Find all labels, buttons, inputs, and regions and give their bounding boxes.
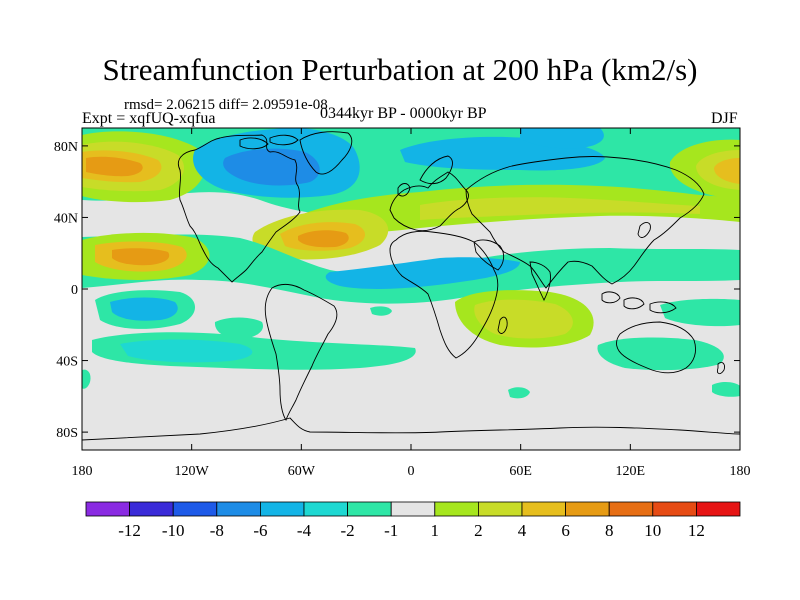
colorbar-label: -2 bbox=[341, 521, 355, 540]
y-tick-label: 0 bbox=[71, 283, 78, 298]
colorbar-swatch bbox=[434, 501, 479, 517]
contour-band-neg1 bbox=[82, 234, 740, 304]
contour-band-neg2 bbox=[120, 339, 253, 363]
coastline-south-america bbox=[264, 283, 338, 422]
contour-band-neg1 bbox=[712, 382, 740, 397]
contour-field bbox=[82, 128, 740, 399]
coastline-greenland bbox=[299, 131, 353, 175]
colorbar-label: 6 bbox=[561, 521, 570, 540]
contour-band-neg1 bbox=[82, 369, 91, 389]
contour-band-neg1 bbox=[660, 298, 740, 327]
stats-text: rmsd= 2.06215 diff= 2.09591e-08 bbox=[124, 97, 328, 113]
y-tick-label: 40S bbox=[56, 355, 78, 370]
y-tick-label: 80N bbox=[54, 140, 78, 155]
colorbar: -12 -10 -8 -6 -4 -2 -1 1 2 4 6 8 10 12 bbox=[85, 501, 741, 540]
contour-band-pos2 bbox=[420, 197, 700, 220]
colorbar-label: -8 bbox=[210, 521, 224, 540]
colorbar-label: 8 bbox=[605, 521, 614, 540]
y-tick-label: 40N bbox=[54, 211, 78, 226]
contour-band-neg4 bbox=[520, 128, 604, 149]
contour-band-pos6 bbox=[86, 156, 143, 177]
colorbar-swatch bbox=[608, 501, 654, 517]
coastline-australia bbox=[616, 321, 697, 374]
x-tick-label: 180 bbox=[72, 464, 93, 479]
y-axis: 80N 40N 0 40S 80S bbox=[54, 140, 740, 441]
colorbar-swatch bbox=[216, 501, 261, 517]
colorbar-swatch bbox=[652, 501, 697, 517]
colorbar-swatch bbox=[477, 501, 523, 517]
contour-band-neg4 bbox=[325, 257, 520, 289]
coastline-new-zealand bbox=[717, 361, 725, 375]
colorbar-label: -1 bbox=[384, 521, 398, 540]
colorbar-label: 1 bbox=[431, 521, 440, 540]
contour-band-neg1 bbox=[370, 306, 392, 316]
x-tick-label: 60W bbox=[288, 464, 316, 479]
colorbar-swatch bbox=[172, 501, 218, 517]
coastline-india bbox=[529, 261, 551, 302]
period-label: 0344kyr BP - 0000kyr BP bbox=[320, 105, 487, 122]
colorbar-swatch bbox=[696, 501, 741, 517]
contour-band-neg1 bbox=[508, 387, 530, 399]
colorbar-label: 12 bbox=[688, 521, 705, 540]
colorbar-label: -12 bbox=[118, 521, 141, 540]
coastline-madagascar bbox=[497, 316, 508, 334]
contour-band-pos4 bbox=[714, 158, 740, 184]
x-tick-label: 120E bbox=[616, 464, 646, 479]
y-tick-label: 80S bbox=[56, 426, 78, 441]
season-label: DJF bbox=[711, 110, 738, 127]
x-axis: 180 120W 60W 0 60E 120E 180 bbox=[72, 128, 751, 479]
coastline-arctic-islands bbox=[239, 134, 299, 150]
contour-band-neg4 bbox=[110, 297, 178, 321]
map-title: Streamfunction Perturbation at 200 hPa (… bbox=[102, 52, 698, 87]
colorbar-label: 4 bbox=[518, 521, 527, 540]
coastline-japan bbox=[637, 222, 651, 238]
colorbar-swatch bbox=[85, 501, 130, 517]
coastline-british-isles bbox=[397, 183, 411, 197]
colorbar-label: -6 bbox=[253, 521, 267, 540]
coastlines bbox=[82, 131, 740, 441]
x-tick-label: 0 bbox=[408, 464, 415, 479]
colorbar-label: -10 bbox=[162, 521, 185, 540]
contour-band-neg1 bbox=[214, 317, 264, 339]
colorbar-swatch bbox=[565, 501, 610, 517]
x-tick-label: 180 bbox=[730, 464, 751, 479]
colorbar-swatch bbox=[347, 501, 392, 517]
x-tick-label: 60E bbox=[509, 464, 532, 479]
coastline-arabia bbox=[473, 239, 505, 271]
colorbar-swatch bbox=[129, 501, 174, 517]
contour-band-pos2 bbox=[474, 299, 573, 339]
coastline-africa bbox=[389, 230, 499, 359]
experiment-label: Expt = xqfUQ-xqfua bbox=[82, 110, 216, 127]
contour-band-pos6 bbox=[112, 248, 170, 266]
coastline-scandinavia bbox=[419, 155, 453, 185]
colorbar-label: -4 bbox=[297, 521, 312, 540]
colorbar-label: 10 bbox=[644, 521, 661, 540]
colorbar-label: 2 bbox=[474, 521, 483, 540]
colorbar-swatch bbox=[303, 501, 348, 517]
coastline-antarctica bbox=[82, 417, 740, 441]
colorbar-swatch bbox=[259, 501, 305, 517]
x-tick-label: 120W bbox=[175, 464, 210, 479]
colorbar-swatch bbox=[390, 501, 436, 517]
contour-band-pos6 bbox=[298, 230, 349, 248]
coastline-north-america bbox=[177, 134, 301, 283]
colorbar-swatch bbox=[521, 501, 566, 517]
coastline-maritime-continent bbox=[601, 291, 677, 314]
